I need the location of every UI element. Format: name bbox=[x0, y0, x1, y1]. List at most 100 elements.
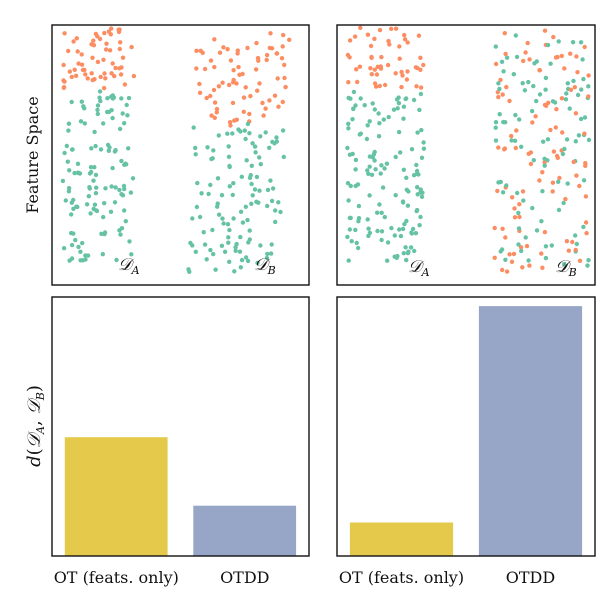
scatter-point bbox=[101, 57, 106, 62]
scatter-point bbox=[365, 217, 370, 222]
scatter-point bbox=[113, 185, 118, 190]
scatter-point bbox=[83, 72, 88, 77]
scatter-point bbox=[104, 41, 109, 46]
scatter-point bbox=[414, 168, 420, 174]
axes-frame bbox=[336, 24, 596, 286]
scatter-point bbox=[517, 117, 522, 122]
scatter-point bbox=[347, 215, 352, 221]
scatter-point bbox=[374, 72, 380, 77]
scatter-point bbox=[369, 72, 374, 77]
scatter-point bbox=[267, 98, 272, 103]
scatter-point bbox=[401, 116, 406, 121]
scatter-point bbox=[578, 40, 584, 45]
scatter-point bbox=[346, 258, 351, 263]
scatter-point bbox=[573, 139, 578, 144]
scatter-point bbox=[400, 199, 406, 204]
scatter-point bbox=[83, 257, 88, 262]
scatter-point bbox=[400, 226, 406, 232]
scatter-point bbox=[568, 87, 574, 93]
scatter-point bbox=[493, 125, 498, 130]
scatter-point bbox=[241, 109, 246, 115]
scatter-point bbox=[498, 249, 503, 254]
scatter-point bbox=[119, 96, 124, 101]
scatter-point bbox=[253, 67, 259, 72]
scatter-point bbox=[125, 113, 130, 118]
scatter-point bbox=[114, 257, 119, 263]
scatter-point bbox=[63, 198, 68, 203]
scatter-point bbox=[209, 113, 214, 118]
scatter-point bbox=[492, 255, 497, 260]
scatter-point bbox=[562, 66, 567, 71]
scatter-point bbox=[397, 227, 402, 232]
scatter-point bbox=[234, 241, 239, 247]
scatter-point bbox=[503, 257, 508, 262]
scatter-point bbox=[118, 40, 123, 45]
scatter-point bbox=[226, 154, 232, 159]
scatter-point bbox=[265, 187, 271, 193]
scatter-point bbox=[391, 107, 397, 112]
scatter-point bbox=[348, 183, 353, 189]
scatter-point bbox=[69, 99, 74, 105]
scatter-point bbox=[550, 180, 556, 185]
scatter-point bbox=[504, 269, 510, 274]
scatter-point bbox=[527, 263, 532, 268]
scatter-point bbox=[517, 214, 522, 220]
scatter-point bbox=[397, 44, 402, 49]
scatter-point bbox=[571, 78, 576, 84]
scatter-point bbox=[398, 150, 403, 155]
scatter-point bbox=[502, 31, 507, 36]
scatter-point bbox=[514, 128, 519, 133]
scatter-point bbox=[109, 184, 114, 189]
scatter-point bbox=[414, 84, 419, 89]
scatter-point bbox=[389, 26, 394, 31]
scatter-point bbox=[526, 151, 531, 156]
scatter-point bbox=[230, 100, 236, 106]
scatter-point bbox=[250, 141, 255, 146]
scatter-point bbox=[507, 98, 512, 104]
scatter-point bbox=[119, 226, 125, 231]
scatter-point bbox=[583, 220, 589, 225]
scatter-point bbox=[353, 227, 358, 233]
scatter-point bbox=[401, 167, 406, 172]
scatter-point bbox=[411, 97, 417, 103]
scatter-point bbox=[260, 100, 265, 106]
scatter-point bbox=[97, 36, 103, 42]
scatter-point bbox=[258, 134, 263, 139]
scatter-point bbox=[250, 193, 255, 198]
scatter-point bbox=[534, 228, 540, 233]
scatter-point bbox=[379, 163, 384, 168]
scatter-point bbox=[91, 178, 96, 183]
scatter-point bbox=[493, 120, 499, 125]
scatter-point bbox=[379, 229, 385, 234]
scatter-point bbox=[273, 208, 278, 213]
scatter-point bbox=[120, 55, 126, 60]
scatter-point bbox=[66, 128, 71, 133]
scatter-point bbox=[581, 224, 586, 230]
scatter-point bbox=[226, 144, 231, 149]
scatter-point bbox=[542, 156, 547, 161]
scatter-point bbox=[500, 92, 505, 97]
scatter-point bbox=[353, 157, 359, 163]
scatter-point bbox=[261, 113, 266, 118]
scatter-point bbox=[238, 209, 244, 214]
scatter-point bbox=[564, 91, 569, 96]
scatter-point bbox=[493, 44, 498, 49]
scatter-point bbox=[232, 269, 237, 274]
scatter-point bbox=[583, 163, 588, 168]
scatter-point bbox=[585, 263, 590, 268]
scatter-point bbox=[122, 208, 127, 213]
scatter-point bbox=[95, 107, 100, 113]
axes-frame bbox=[51, 24, 310, 286]
scatter-point bbox=[231, 181, 236, 186]
scatter-point bbox=[202, 242, 208, 247]
scatter-point bbox=[220, 80, 225, 85]
scatter-point bbox=[345, 145, 350, 151]
scatter-point bbox=[71, 39, 76, 44]
scatter-point bbox=[102, 230, 108, 235]
scatter-point bbox=[233, 248, 238, 253]
scatter-point bbox=[239, 174, 244, 179]
scatter-point bbox=[79, 99, 85, 104]
scatter-point bbox=[556, 39, 561, 44]
scatter-point bbox=[531, 158, 536, 163]
scatter-point bbox=[258, 162, 263, 167]
